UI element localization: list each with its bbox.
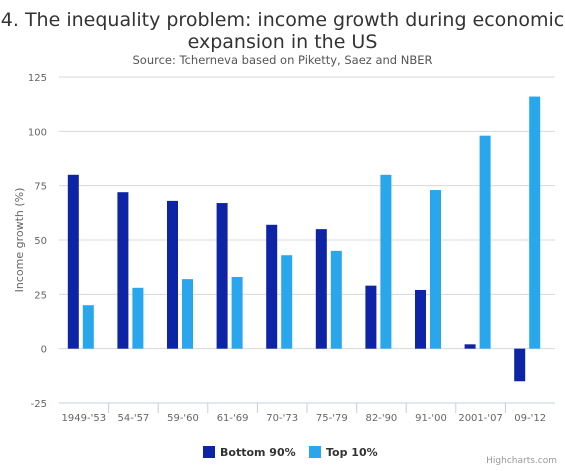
bar-top-10[interactable] — [182, 279, 193, 349]
bar-bottom-90[interactable] — [464, 344, 476, 349]
bar-bottom-90[interactable] — [315, 229, 327, 349]
legend-label[interactable]: Top 10% — [326, 446, 378, 459]
legend-label[interactable]: Bottom 90% — [220, 446, 296, 459]
y-tick-label: 125 — [28, 73, 47, 84]
y-tick-label: -25 — [31, 399, 47, 410]
chart-subtitle: Source: Tcherneva based on Piketty, Saez… — [132, 53, 433, 67]
bar-top-10[interactable] — [281, 255, 293, 349]
x-tick-label: 82-'90 — [365, 413, 397, 424]
bar-bottom-90[interactable] — [266, 224, 278, 349]
x-tick-label: 1949-'53 — [62, 413, 107, 424]
legend-swatch[interactable] — [309, 446, 321, 458]
x-tick-label: 70-'73 — [266, 413, 298, 424]
bar-top-10[interactable] — [330, 250, 342, 349]
chart-title-line-2: expansion in the US — [187, 31, 378, 53]
x-tick-label: 59-'60 — [167, 413, 199, 424]
bar-bottom-90[interactable] — [216, 203, 228, 349]
y-tick-label: 50 — [34, 236, 47, 247]
bar-top-10[interactable] — [430, 190, 441, 349]
bar-bottom-90[interactable] — [67, 174, 79, 349]
y-tick-label: 75 — [34, 182, 47, 193]
bar-top-10[interactable] — [82, 305, 94, 349]
bar-top-10[interactable] — [529, 96, 541, 349]
bar-top-10[interactable] — [231, 276, 243, 349]
y-tick-label: 0 — [41, 345, 47, 356]
x-tick-label: 75-'79 — [316, 413, 348, 424]
bar-top-10[interactable] — [132, 287, 144, 349]
x-tick-label: 54-'57 — [117, 413, 149, 424]
y-tick-label: 25 — [34, 290, 47, 301]
bar-bottom-90[interactable] — [167, 200, 178, 349]
bar-bottom-90[interactable] — [365, 285, 377, 349]
bar-bottom-90[interactable] — [415, 289, 426, 349]
y-axis-title: Income growth (%) — [13, 188, 26, 293]
y-tick-label: 100 — [28, 127, 47, 138]
bar-top-10[interactable] — [380, 174, 392, 349]
x-tick-label: 91-'00 — [415, 413, 447, 424]
x-tick-label: 09-'12 — [514, 413, 546, 424]
credit-link[interactable]: Highcharts.com — [486, 456, 557, 466]
bar-bottom-90[interactable] — [117, 192, 129, 349]
bar-bottom-90[interactable] — [514, 348, 526, 382]
x-tick-label: 61-'69 — [217, 413, 249, 424]
bar-top-10[interactable] — [479, 135, 491, 349]
x-tick-label: 2001-'07 — [458, 413, 503, 424]
legend-swatch[interactable] — [203, 446, 215, 458]
chart-title-line-1: 4. The inequality problem: income growth… — [0, 9, 565, 31]
